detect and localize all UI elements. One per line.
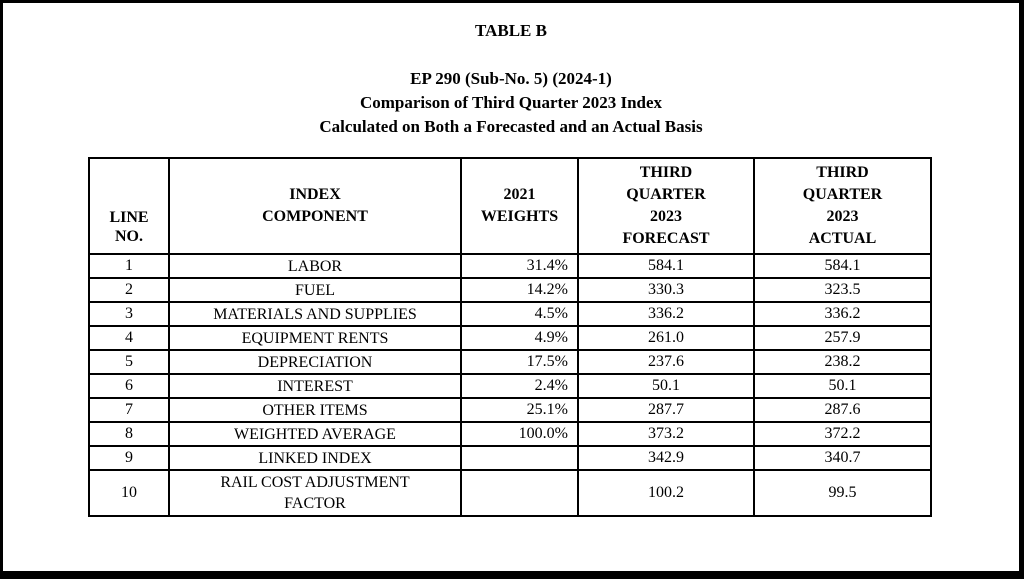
weights-cell: 100.0% [460, 421, 579, 447]
table-row: 8 WEIGHTED AVERAGE 100.0% 373.2 372.2 [88, 421, 932, 447]
weights-cell: 17.5% [460, 349, 579, 375]
actual-cell: 323.5 [753, 277, 932, 303]
header-row: LINE NO. INDEX COMPONENT 2021 WEIGHTS TH… [88, 157, 932, 255]
weights-cell [460, 445, 579, 471]
component-cell: RAIL COST ADJUSTMENT FACTOR [168, 469, 462, 517]
actual-cell: 336.2 [753, 301, 932, 327]
component-cell: INTEREST [168, 373, 462, 399]
line-no-cell: 2 [88, 277, 170, 303]
forecast-cell: 330.3 [577, 277, 755, 303]
col-header-index-component: INDEX COMPONENT [168, 157, 462, 255]
table-row: 1 LABOR 31.4% 584.1 584.1 [88, 253, 932, 279]
weights-cell [460, 469, 579, 517]
component-cell: FUEL [168, 277, 462, 303]
weights-cell: 4.5% [460, 301, 579, 327]
weights-cell: 2.4% [460, 373, 579, 399]
line-no-cell: 8 [88, 421, 170, 447]
forecast-cell: 584.1 [577, 253, 755, 279]
forecast-cell: 261.0 [577, 325, 755, 351]
line-no-cell: 6 [88, 373, 170, 399]
actual-cell: 238.2 [753, 349, 932, 375]
forecast-cell: 373.2 [577, 421, 755, 447]
line-no-cell: 5 [88, 349, 170, 375]
table-row: 10 RAIL COST ADJUSTMENT FACTOR 100.2 99.… [88, 469, 932, 517]
table-row: 3 MATERIALS AND SUPPLIES 4.5% 336.2 336.… [88, 301, 932, 327]
component-cell: WEIGHTED AVERAGE [168, 421, 462, 447]
actual-cell: 257.9 [753, 325, 932, 351]
forecast-cell: 50.1 [577, 373, 755, 399]
weights-cell: 4.9% [460, 325, 579, 351]
table-label: TABLE B [475, 21, 547, 40]
component-cell: LABOR [168, 253, 462, 279]
document-page: TABLE B EP 290 (Sub-No. 5) (2024-1) Comp… [3, 3, 1019, 571]
component-cell: MATERIALS AND SUPPLIES [168, 301, 462, 327]
component-cell: LINKED INDEX [168, 445, 462, 471]
line-no-cell: 10 [88, 469, 170, 517]
weights-cell: 25.1% [460, 397, 579, 423]
actual-cell: 584.1 [753, 253, 932, 279]
forecast-cell: 237.6 [577, 349, 755, 375]
comparison-table: LINE NO. INDEX COMPONENT 2021 WEIGHTS TH… [88, 157, 932, 517]
actual-cell: 340.7 [753, 445, 932, 471]
actual-cell: 99.5 [753, 469, 932, 517]
forecast-cell: 336.2 [577, 301, 755, 327]
col-header-q3-2023-forecast: THIRD QUARTER 2023 FORECAST [577, 157, 755, 255]
component-cell: DEPRECIATION [168, 349, 462, 375]
component-cell: OTHER ITEMS [168, 397, 462, 423]
table-row: 9 LINKED INDEX 342.9 340.7 [88, 445, 932, 471]
weights-cell: 31.4% [460, 253, 579, 279]
document-title-line-2: Comparison of Third Quarter 2023 Index [359, 93, 663, 112]
table-row: 6 INTEREST 2.4% 50.1 50.1 [88, 373, 932, 399]
document-title-line-3: Calculated on Both a Forecasted and an A… [319, 117, 703, 136]
col-header-2021-weights: 2021 WEIGHTS [460, 157, 579, 255]
col-header-line-no: LINE NO. [88, 157, 170, 255]
line-no-cell: 3 [88, 301, 170, 327]
actual-cell: 372.2 [753, 421, 932, 447]
line-no-cell: 7 [88, 397, 170, 423]
table-row: 2 FUEL 14.2% 330.3 323.5 [88, 277, 932, 303]
table-row: 7 OTHER ITEMS 25.1% 287.7 287.6 [88, 397, 932, 423]
document-title-line-1: EP 290 (Sub-No. 5) (2024-1) [410, 69, 612, 88]
actual-cell: 50.1 [753, 373, 932, 399]
table-row: 4 EQUIPMENT RENTS 4.9% 261.0 257.9 [88, 325, 932, 351]
col-header-q3-2023-actual: THIRD QUARTER 2023 ACTUAL [753, 157, 932, 255]
document-title: EP 290 (Sub-No. 5) (2024-1) Comparison o… [3, 67, 1019, 139]
weights-cell: 14.2% [460, 277, 579, 303]
forecast-cell: 100.2 [577, 469, 755, 517]
forecast-cell: 287.7 [577, 397, 755, 423]
forecast-cell: 342.9 [577, 445, 755, 471]
line-no-cell: 1 [88, 253, 170, 279]
table-row: 5 DEPRECIATION 17.5% 237.6 238.2 [88, 349, 932, 375]
component-cell: EQUIPMENT RENTS [168, 325, 462, 351]
line-no-cell: 9 [88, 445, 170, 471]
actual-cell: 287.6 [753, 397, 932, 423]
line-no-cell: 4 [88, 325, 170, 351]
